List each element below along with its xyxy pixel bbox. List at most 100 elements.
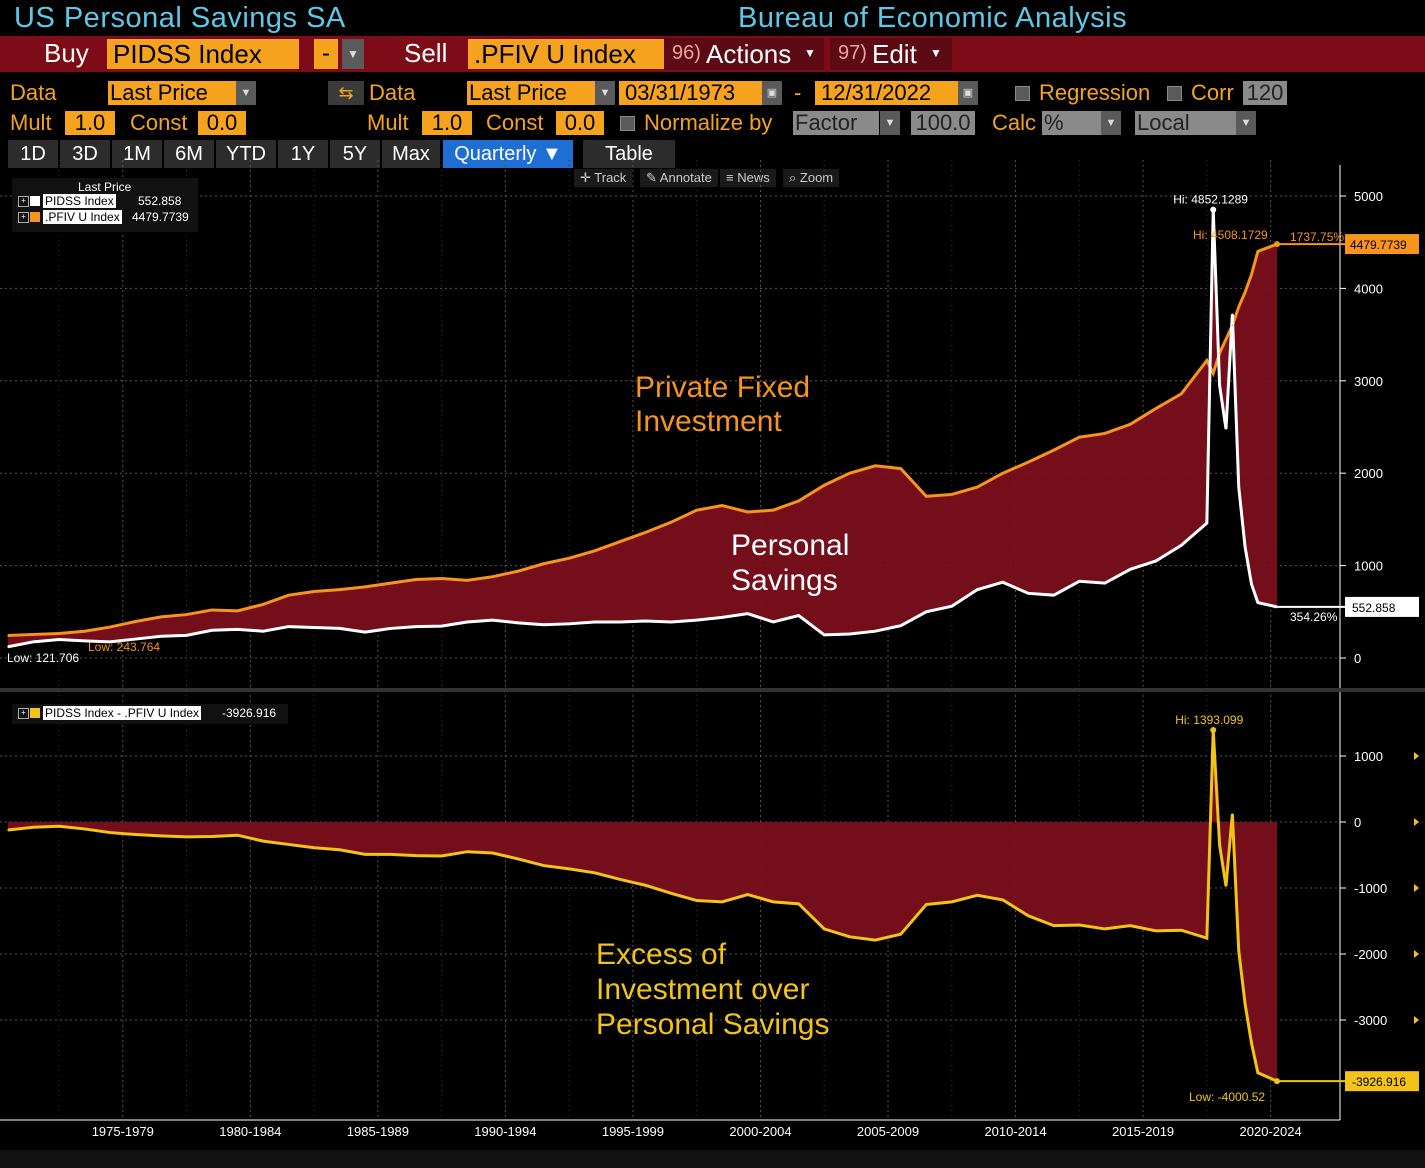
y-tick-arrow bbox=[1414, 950, 1419, 958]
const1-field[interactable]: 0.0 bbox=[198, 111, 246, 135]
y-tick-label: -2000 bbox=[1354, 947, 1387, 962]
calendar-icon[interactable]: ▣ bbox=[958, 81, 978, 105]
operator-field[interactable]: - bbox=[314, 39, 338, 69]
pct-change-savings: 354.26% bbox=[1290, 610, 1338, 624]
data1-select[interactable]: Last Price bbox=[108, 81, 238, 105]
actions-label: Actions bbox=[706, 39, 792, 69]
normalize-label: Normalize by bbox=[644, 110, 773, 135]
annotate-tool[interactable]: ✎ Annotate bbox=[640, 169, 718, 187]
actions-button[interactable]: 96) Actions ▼ bbox=[664, 38, 824, 70]
data-point-savings bbox=[1206, 522, 1208, 524]
expand-icon[interactable]: + bbox=[18, 196, 29, 207]
zoom-tool[interactable]: ⌕ Zoom bbox=[783, 169, 840, 187]
data-point-savings bbox=[670, 621, 672, 623]
expand-icon[interactable]: + bbox=[18, 212, 29, 223]
tab-quarterly[interactable]: Quarterly ▼ bbox=[443, 140, 573, 168]
data-point-savings bbox=[7, 645, 9, 648]
data-point-investment bbox=[925, 495, 928, 498]
last-value-box-investment bbox=[1345, 234, 1419, 255]
data-point-investment bbox=[160, 616, 162, 618]
buy-ticker-field[interactable]: PIDSS Index bbox=[107, 39, 299, 69]
data-point-investment bbox=[287, 594, 290, 596]
tab-table[interactable]: Table bbox=[583, 140, 675, 168]
data-point-excess bbox=[899, 933, 902, 935]
news-tool[interactable]: ≡ News bbox=[720, 169, 776, 187]
data-point-savings bbox=[542, 623, 545, 626]
legend-value-savings: 552.858 bbox=[138, 194, 182, 208]
mult2-field[interactable]: 1.0 bbox=[422, 111, 472, 135]
chevron-down-icon: ▼ bbox=[930, 46, 942, 60]
data-point-investment bbox=[848, 472, 851, 475]
end-date-field[interactable]: 12/31/2022 bbox=[815, 81, 961, 105]
regression-checkbox[interactable] bbox=[1015, 86, 1030, 101]
data-point-investment bbox=[695, 509, 698, 511]
dropdown-arrow-icon[interactable]: ▼ bbox=[1236, 111, 1256, 135]
corr-window-field[interactable]: 120 bbox=[1243, 81, 1287, 105]
data-point-investment bbox=[1257, 250, 1259, 253]
x-tick-label: 1985-1989 bbox=[347, 1124, 409, 1139]
data-point-excess bbox=[440, 855, 443, 857]
corr-checkbox[interactable] bbox=[1167, 86, 1182, 101]
dropdown-arrow-icon[interactable]: ▼ bbox=[236, 81, 256, 105]
data-point-investment bbox=[185, 613, 188, 616]
tab-1m[interactable]: 1M bbox=[112, 140, 162, 168]
tab-6m[interactable]: 6M bbox=[164, 140, 214, 168]
normalize-value-field[interactable]: 100.0 bbox=[911, 111, 975, 135]
track-tool[interactable]: ✛ Track bbox=[574, 169, 633, 187]
data-point-excess bbox=[1231, 813, 1234, 815]
data-point-savings bbox=[644, 620, 647, 622]
data-point-excess bbox=[517, 858, 519, 860]
dropdown-arrow-icon[interactable]: ▼ bbox=[595, 81, 615, 105]
data-point-investment bbox=[670, 521, 672, 523]
const2-field[interactable]: 0.0 bbox=[556, 111, 604, 135]
data-point-excess bbox=[313, 846, 315, 849]
area-excess bbox=[8, 730, 1277, 1082]
tab-1y[interactable]: 1Y bbox=[278, 140, 328, 168]
data2-select[interactable]: Last Price bbox=[467, 81, 597, 105]
data-point-savings bbox=[1231, 313, 1234, 316]
swap-icon[interactable]: ⇆ bbox=[328, 81, 364, 105]
data-point-savings bbox=[976, 588, 979, 591]
edit-button[interactable]: 97) Edit ▼ bbox=[830, 38, 952, 70]
tab-5y[interactable]: 5Y bbox=[330, 140, 380, 168]
data-point-investment bbox=[721, 504, 724, 507]
operator-dropdown-icon[interactable]: ▼ bbox=[342, 39, 364, 69]
data-point-investment bbox=[83, 630, 86, 633]
low-label-investment: Low: 243.764 bbox=[88, 640, 160, 654]
mult1-field[interactable]: 1.0 bbox=[65, 111, 115, 135]
sell-ticker-field[interactable]: .PFIV U Index bbox=[468, 39, 664, 69]
data-point-investment bbox=[58, 632, 60, 635]
tab-1d[interactable]: 1D bbox=[8, 140, 58, 168]
data-point-investment bbox=[109, 626, 111, 628]
calc-select[interactable]: % bbox=[1042, 111, 1102, 135]
dropdown-arrow-icon[interactable]: ▼ bbox=[1101, 111, 1121, 135]
tab-ytd[interactable]: YTD bbox=[216, 140, 276, 168]
dropdown-arrow-icon[interactable]: ▼ bbox=[880, 111, 900, 135]
start-date-field[interactable]: 03/31/1973 bbox=[619, 81, 765, 105]
data-point-investment bbox=[1078, 436, 1081, 438]
normalize-checkbox[interactable] bbox=[620, 116, 635, 131]
data-point-savings bbox=[593, 621, 596, 623]
data-point-savings bbox=[32, 641, 35, 643]
y-tick-label: 4000 bbox=[1354, 281, 1383, 296]
data-point-excess bbox=[593, 872, 596, 874]
data-point-investment bbox=[389, 582, 392, 584]
data-point-savings bbox=[823, 634, 826, 636]
calendar-icon[interactable]: ▣ bbox=[762, 81, 782, 105]
data-point-excess bbox=[823, 928, 826, 930]
tab-3d[interactable]: 3D bbox=[60, 140, 110, 168]
expand-icon[interactable]: + bbox=[18, 708, 29, 719]
hi-label-excess: Hi: 1393.099 bbox=[1175, 713, 1243, 727]
last-value-savings: 552.858 bbox=[1352, 601, 1396, 615]
y-tick-arrow bbox=[1414, 752, 1419, 760]
x-tick-label: 1990-1994 bbox=[474, 1124, 536, 1139]
data-point-investment bbox=[313, 590, 315, 593]
normalize-select[interactable]: Factor bbox=[793, 111, 879, 135]
data-point-savings bbox=[950, 605, 953, 608]
tab-max[interactable]: Max bbox=[382, 140, 440, 168]
regression-label: Regression bbox=[1039, 80, 1151, 105]
local-select[interactable]: Local bbox=[1135, 111, 1237, 135]
series-swatch-excess bbox=[30, 708, 40, 718]
data-point-savings bbox=[236, 628, 239, 631]
data-point-savings bbox=[1078, 580, 1081, 583]
